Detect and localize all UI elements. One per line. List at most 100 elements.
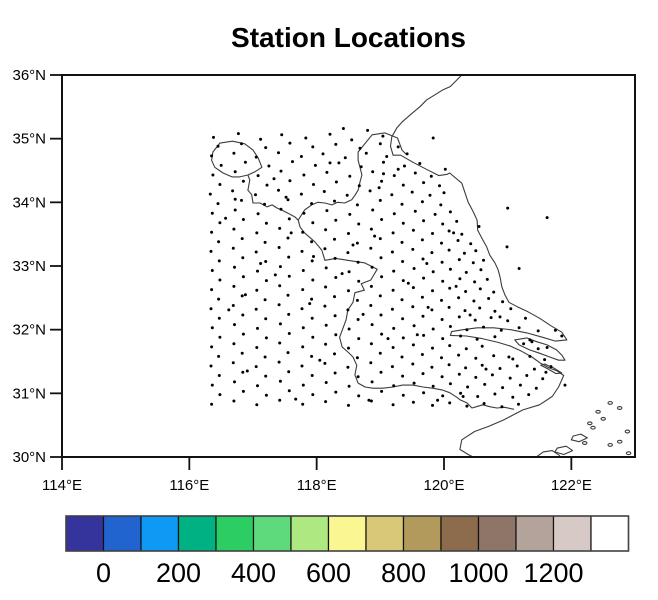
y-axis-tick-label: 34°N <box>12 194 46 211</box>
station-dot <box>400 202 404 206</box>
station-dot <box>501 386 505 390</box>
colorbar-cell <box>215 515 255 552</box>
station-dot <box>511 395 515 399</box>
station-dot <box>301 326 305 330</box>
station-dot <box>310 316 314 320</box>
station-dot <box>447 363 451 367</box>
station-dot <box>287 332 291 335</box>
station-dot <box>528 354 532 358</box>
station-dot <box>301 345 305 349</box>
station-dot <box>474 356 478 360</box>
station-dot <box>264 146 268 150</box>
station-dot <box>506 319 510 323</box>
station-dot <box>456 239 460 242</box>
station-dot <box>347 327 351 331</box>
station-dot <box>291 160 294 164</box>
station-dot <box>431 289 434 293</box>
station-dot <box>219 163 223 167</box>
islet-mark <box>590 425 596 430</box>
station-dot <box>346 308 350 312</box>
station-dot <box>431 384 435 388</box>
station-dot <box>255 288 259 292</box>
station-dot <box>341 127 345 130</box>
station-dot <box>425 262 429 265</box>
station-dot <box>378 198 382 202</box>
station-dot <box>412 381 416 385</box>
station-dot <box>324 381 328 384</box>
station-dot <box>411 228 415 232</box>
station-dot <box>355 356 359 360</box>
station-dot <box>300 307 304 311</box>
station-dot <box>392 384 396 388</box>
station-dot <box>380 179 384 183</box>
station-dot <box>478 287 482 291</box>
station-dot <box>480 344 484 348</box>
station-dot <box>299 192 303 196</box>
station-dot <box>391 346 395 349</box>
station-dot <box>217 354 221 358</box>
station-dot <box>357 394 361 398</box>
station-dot <box>430 365 434 369</box>
station-dot <box>280 133 284 137</box>
province-border-path <box>297 220 515 410</box>
station-dot <box>233 380 236 384</box>
station-dot <box>263 240 267 244</box>
station-dot <box>501 300 505 304</box>
station-dot <box>549 365 553 369</box>
station-dot <box>420 238 424 242</box>
station-dot <box>536 347 540 351</box>
station-dot <box>457 372 461 376</box>
station-dot <box>440 356 443 360</box>
station-dot <box>438 184 441 188</box>
station-dot <box>264 221 268 225</box>
station-dot <box>278 341 282 345</box>
station-dot <box>505 245 509 249</box>
station-dot <box>522 342 526 346</box>
station-dot <box>411 362 415 366</box>
station-dot <box>241 332 245 336</box>
station-dot <box>400 298 404 302</box>
station-dot <box>431 232 434 235</box>
station-dot <box>211 173 215 177</box>
station-dot <box>277 246 281 249</box>
station-dot <box>264 317 268 321</box>
station-dot <box>277 303 281 307</box>
station-dot <box>473 280 477 284</box>
station-dot <box>241 256 245 260</box>
station-dot <box>403 164 406 168</box>
station-dot <box>369 246 373 250</box>
station-dot <box>286 351 290 355</box>
station-dot <box>304 136 308 140</box>
station-dot <box>370 323 374 327</box>
station-dot <box>480 363 484 367</box>
station-dot <box>357 222 361 226</box>
colorbar-cell <box>290 515 330 552</box>
station-dot <box>477 225 481 228</box>
station-dot <box>310 297 314 301</box>
station-dot <box>448 210 452 214</box>
station-dot <box>325 170 329 174</box>
station-dot <box>466 385 470 389</box>
station-dot <box>361 312 365 316</box>
station-dot <box>476 395 480 398</box>
station-dot <box>382 160 385 164</box>
station-dot <box>401 317 405 321</box>
colorbar-cell <box>590 515 630 552</box>
station-dot <box>370 380 374 384</box>
station-dot <box>525 374 529 377</box>
station-dot <box>484 367 488 371</box>
colorbar-cell <box>252 515 292 552</box>
station-dot <box>328 161 332 165</box>
station-dot <box>301 402 305 406</box>
station-dot <box>530 340 534 344</box>
station-dot <box>310 240 314 244</box>
station-dot <box>241 179 245 183</box>
station-dot <box>465 328 469 332</box>
station-dot <box>256 269 259 273</box>
station-dot <box>367 398 371 402</box>
station-dot <box>218 335 222 339</box>
station-dot <box>390 365 394 369</box>
station-dot <box>474 249 478 253</box>
station-dot <box>517 326 521 330</box>
station-dot <box>318 358 322 362</box>
